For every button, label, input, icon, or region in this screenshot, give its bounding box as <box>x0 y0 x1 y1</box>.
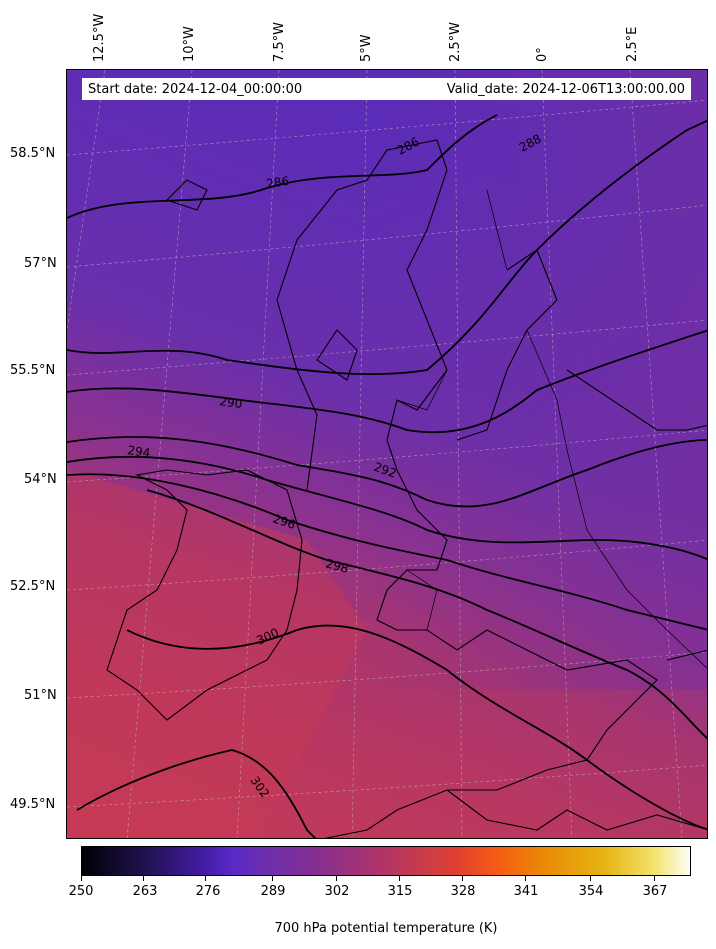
colorbar-label-289: 289 <box>260 884 286 899</box>
lat-label-55-5n: 55.5°N <box>10 363 56 378</box>
colorbar-title: 700 hPa potential temperature (K) <box>274 921 498 936</box>
colorbar-tick <box>336 876 337 881</box>
contour-label-298: 298 <box>324 556 350 575</box>
colorbar-tick <box>654 876 655 881</box>
contour-286 <box>67 114 498 219</box>
colorbar-label-302: 302 <box>324 884 350 899</box>
colorbar-label-276: 276 <box>195 884 221 899</box>
graticule <box>67 70 707 838</box>
lat-label-58-5n: 58.5°N <box>10 146 56 161</box>
colorbar-tick <box>272 876 273 881</box>
lat-label-54n: 54°N <box>24 472 57 487</box>
potential-temperature-map: 286 286 288 290 292 294 296 298 300 302 <box>67 70 707 838</box>
coastlines <box>106 139 707 838</box>
lon-label-0: 0° <box>535 47 550 62</box>
contour-292 <box>67 436 707 508</box>
map-panel[interactable]: 286 286 288 290 292 294 296 298 300 302 … <box>66 69 708 839</box>
colorbar-label-263: 263 <box>132 884 158 899</box>
contour-label-290: 290 <box>219 394 244 411</box>
contour-label-296: 296 <box>271 512 297 532</box>
lat-label-49-5n: 49.5°N <box>10 797 56 812</box>
colorbar-label-328: 328 <box>450 884 476 899</box>
temperature-field-east <box>367 70 707 690</box>
contour-label-294: 294 <box>127 443 152 460</box>
contour-302 <box>76 749 317 838</box>
contours <box>67 114 707 838</box>
start-date: Start date: 2024-12-04_00:00:00 <box>88 81 303 97</box>
colorbar-label-354: 354 <box>578 884 604 899</box>
warm-region <box>67 470 367 838</box>
colorbar-label-341: 341 <box>513 884 539 899</box>
contour-296 <box>67 473 707 631</box>
lon-label-2-5e: 2.5°E <box>625 26 640 62</box>
colorbar-tick <box>525 876 526 881</box>
colorbar-tick <box>462 876 463 881</box>
colorbar <box>81 846 691 876</box>
contour-300 <box>126 624 707 831</box>
valid-date: Valid_date: 2024-12-06T13:00:00.00 <box>446 81 685 97</box>
colorbar-tick <box>590 876 591 881</box>
lat-label-52-5n: 52.5°N <box>10 579 56 594</box>
contour-294 <box>67 455 707 561</box>
contour-label-286a: 286 <box>265 174 290 191</box>
colorbar-label-367: 367 <box>642 884 668 899</box>
colorbar-tick <box>81 876 82 881</box>
colorbar-label-250: 250 <box>68 884 94 899</box>
contour-288 <box>67 119 707 376</box>
colorbar-tick <box>399 876 400 881</box>
contour-298 <box>146 489 707 740</box>
lat-label-57n: 57°N <box>24 256 57 271</box>
colorbar-tick <box>205 876 206 881</box>
lon-label-7-5w: 7.5°W <box>272 21 287 62</box>
colorbar-label-315: 315 <box>387 884 413 899</box>
contour-290 <box>67 329 707 434</box>
lon-label-5w: 5°W <box>359 34 374 62</box>
lat-label-51n: 51°N <box>24 688 57 703</box>
lon-label-10w: 10°W <box>182 26 197 62</box>
colorbar-tick <box>143 876 144 881</box>
lon-label-2-5w: 2.5°W <box>448 21 463 62</box>
info-bar: Start date: 2024-12-04_00:00:00 Valid_da… <box>82 78 691 100</box>
lon-label-12-5w: 12.5°W <box>92 13 107 62</box>
